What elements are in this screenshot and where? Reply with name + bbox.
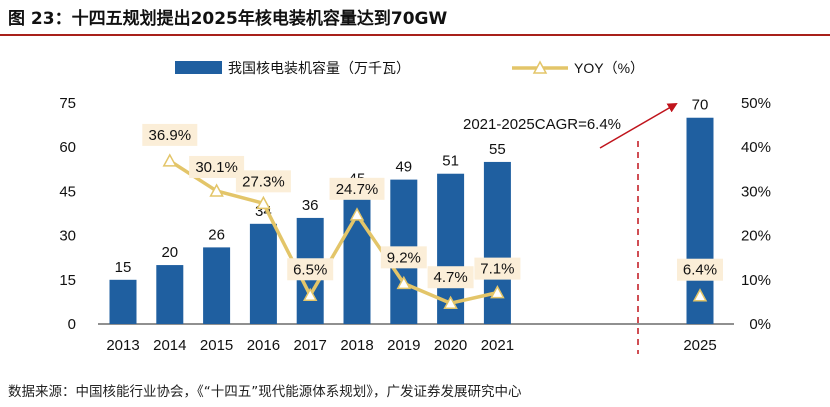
y-right-tick-label: 0%: [749, 316, 771, 333]
bar-value-label: 20: [161, 244, 178, 261]
yoy-label-text: 27.3%: [242, 173, 285, 190]
legend-line-marker: [532, 60, 548, 74]
bar: [156, 265, 184, 324]
annotation-group: 2021-2025CAGR=6.4%: [463, 102, 678, 354]
x-tick-label: 2016: [247, 337, 280, 354]
legend-bar-swatch: [175, 61, 222, 74]
yoy-marker: [349, 207, 365, 221]
yoy-marker: [490, 285, 505, 299]
yoy-marker: [302, 287, 318, 302]
yoy-label-text: 7.1%: [480, 261, 514, 278]
yoy-label-box: [474, 257, 521, 280]
chart-title: 图 23：十四五规划提出2025年核电装机容量达到70GW: [8, 9, 448, 29]
y-left-tick-label: 0: [68, 316, 76, 333]
yoy-label: 6.5%: [287, 258, 334, 281]
yoy-marker: [443, 295, 458, 309]
legend: 我国核电装机容量（万千瓦） YOY（%）: [175, 60, 644, 76]
yoy-label: 9.2%: [380, 246, 427, 269]
yoy-label-box: [142, 123, 198, 146]
yoy-label-text: 6.4%: [683, 262, 717, 279]
yoy-label: 30.1%: [189, 155, 245, 178]
yoy-label: 27.3%: [235, 170, 291, 193]
x-tick-label: 2025: [683, 337, 716, 354]
y-right-tick-label: 30%: [741, 183, 771, 200]
yoy-label: 4.7%: [427, 266, 474, 289]
y-right-tick-label: 10%: [741, 272, 771, 289]
y-right-tick-label: 20%: [741, 228, 771, 245]
yoy-label-box: [427, 266, 474, 289]
yoy-label-text: 24.7%: [336, 181, 379, 198]
legend-bar-label: 我国核电装机容量（万千瓦）: [228, 60, 410, 76]
yoy-marker: [162, 153, 178, 167]
bar-value-label: 55: [489, 141, 506, 158]
bar-value-label: 26: [208, 226, 225, 243]
bar-value-label: 51: [442, 153, 459, 170]
yoy-label-text: 9.2%: [387, 249, 421, 266]
yoy-marker: [692, 288, 708, 302]
legend-line-label: YOY（%）: [574, 60, 644, 76]
bar: [109, 279, 137, 324]
cagr-annotation: 2021-2025CAGR=6.4%: [463, 116, 621, 133]
yoy-label-box: [235, 170, 291, 193]
y-left-tick-label: 60: [59, 139, 76, 156]
yoy-marker: [396, 275, 412, 290]
x-tick-label: 2019: [387, 337, 420, 354]
line-series: [162, 153, 708, 309]
bar-value-label: 70: [692, 97, 709, 114]
y-left-tick-label: 15: [59, 272, 76, 289]
bar-series: [109, 117, 714, 324]
yoy-label: 36.9%: [142, 123, 198, 146]
yoy-label: 24.7%: [329, 177, 385, 200]
yoy-label-box: [677, 258, 723, 281]
y-left-tick-label: 75: [59, 95, 76, 112]
x-tick-label: 2014: [153, 337, 186, 354]
yoy-label-text: 6.5%: [293, 261, 327, 278]
bar: [203, 247, 231, 324]
yoy-label-text: 36.9%: [149, 127, 192, 144]
title-divider: [0, 34, 830, 36]
bar: [249, 223, 277, 324]
line-labels: 36.9%30.1%27.3% 6.5% 24.7% 9.2% 4.7% 7.1% 6.4%: [142, 123, 723, 289]
yoy-label-box: [380, 246, 427, 269]
y-left-tick-label: 30: [59, 228, 76, 245]
x-tick-label: 2020: [434, 337, 467, 354]
yoy-marker: [209, 183, 224, 197]
bar-value-label: 49: [395, 159, 412, 176]
yoy-label: 7.1%: [474, 257, 521, 280]
x-tick-label: 2021: [481, 337, 514, 354]
bar-value-label: 15: [115, 259, 132, 276]
yoy-label-text: 4.7%: [433, 269, 467, 286]
growth-arrow: [599, 102, 678, 149]
yoy-label-box: [329, 177, 385, 200]
y-right-tick-label: 40%: [741, 139, 771, 156]
yoy-label-text: 30.1%: [195, 159, 238, 176]
yoy-marker: [256, 195, 271, 210]
source-note: 数据来源：中国核能行业协会，《“十四五”现代能源体系规划》，广发证券发展研究中心: [8, 384, 522, 400]
y-left-tick-label: 45: [59, 183, 76, 200]
yoy-line: [168, 159, 498, 305]
chart: 我国核电装机容量（万千瓦） YOY（%） 0 15 30 45 60 75 0% 10% 20% 3…: [59, 60, 771, 354]
x-tick-label: 2017: [294, 337, 327, 354]
yoy-label-box: [287, 258, 334, 281]
y-right-tick-label: 50%: [741, 95, 771, 112]
x-tick-label: 2018: [340, 337, 373, 354]
bar: [483, 161, 511, 324]
yoy-label-box: [189, 155, 245, 178]
yoy-label: 6.4%: [677, 258, 723, 281]
x-tick-label: 2015: [200, 337, 233, 354]
x-tick-label: 2013: [106, 337, 139, 354]
bar-value-label: 36: [302, 197, 319, 214]
